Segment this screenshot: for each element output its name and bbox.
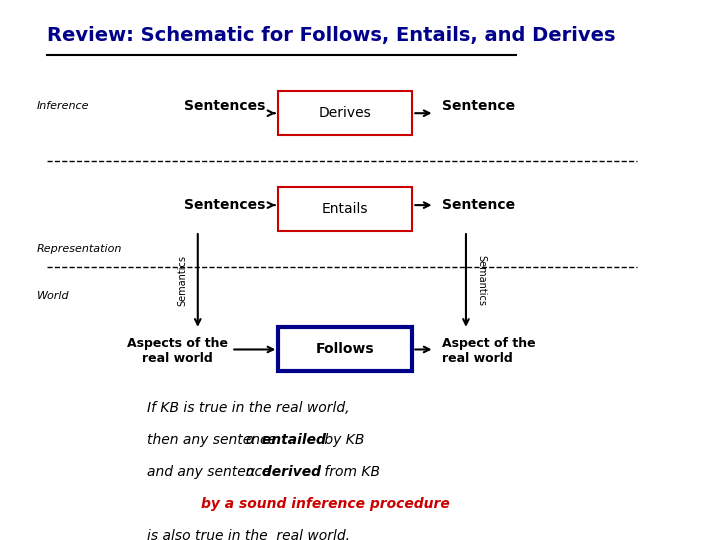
Text: Sentence: Sentence xyxy=(443,99,516,113)
Bar xyxy=(278,327,413,372)
Text: Aspects of the
real world: Aspects of the real world xyxy=(127,336,228,365)
Text: derived: derived xyxy=(257,465,321,479)
Text: Entails: Entails xyxy=(322,202,369,216)
Text: entailed: entailed xyxy=(257,433,325,447)
Text: by a sound inference procedure: by a sound inference procedure xyxy=(201,497,450,511)
Bar xyxy=(278,91,413,135)
Text: If KB is true in the real world,: If KB is true in the real world, xyxy=(148,401,350,415)
Text: is also true in the  real world.: is also true in the real world. xyxy=(148,529,351,540)
Text: Representation: Representation xyxy=(37,244,122,254)
Text: from KB: from KB xyxy=(320,465,380,479)
Text: Sentences: Sentences xyxy=(184,198,265,212)
Text: Sentences: Sentences xyxy=(184,99,265,113)
Text: Sentence: Sentence xyxy=(443,198,516,212)
Text: Semantics: Semantics xyxy=(477,255,487,306)
Text: then any sentence: then any sentence xyxy=(148,433,281,447)
Text: and any sentence: and any sentence xyxy=(148,465,276,479)
Bar xyxy=(278,187,413,231)
Text: Derives: Derives xyxy=(319,106,372,120)
Text: α: α xyxy=(246,433,255,447)
Text: α: α xyxy=(246,465,255,479)
Text: Follows: Follows xyxy=(316,342,374,356)
Text: World: World xyxy=(37,291,70,301)
Text: by KB: by KB xyxy=(320,433,365,447)
Text: Review: Schematic for Follows, Entails, and Derives: Review: Schematic for Follows, Entails, … xyxy=(47,26,616,45)
Text: Aspect of the
real world: Aspect of the real world xyxy=(443,336,536,365)
Text: Semantics: Semantics xyxy=(177,255,187,306)
Text: Inference: Inference xyxy=(37,102,89,111)
